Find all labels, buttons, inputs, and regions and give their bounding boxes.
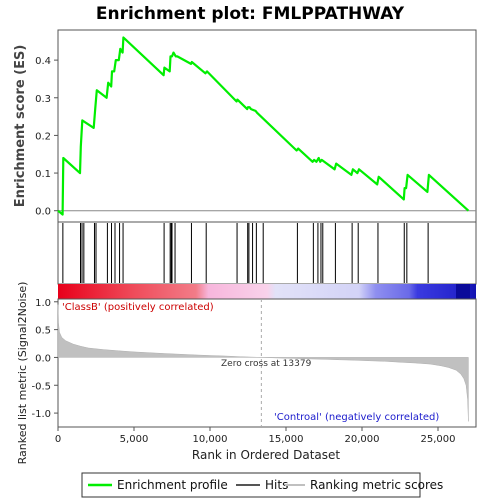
positive-correlation-label: 'ClassB' (positively correlated) [62, 302, 214, 313]
x-tick-label: 25,000 [421, 434, 456, 445]
ranking-y-axis-label: Ranked list metric (Signal2Noise) [16, 282, 29, 465]
es-y-tick-label: 0.4 [35, 56, 51, 67]
x-tick-label: 0 [55, 434, 61, 445]
es-y-tick-label: 0.2 [35, 131, 51, 142]
ranking-heat-bar [58, 284, 476, 299]
x-tick-label: 5,000 [120, 434, 149, 445]
es-y-axis-label: Enrichment score (ES) [13, 45, 28, 208]
chart-title: Enrichment plot: FMLPPATHWAY [96, 4, 405, 24]
x-axis-label: Rank in Ordered Dataset [192, 448, 340, 462]
ranking-x-axis: 0 5,000 10,000 15,000 20,000 25,000 [55, 427, 456, 445]
x-tick-label: 15,000 [269, 434, 304, 445]
ranking-metric-area [57, 304, 469, 422]
ranking-y-tick-label: 0.5 [35, 326, 51, 337]
x-tick-label: 20,000 [345, 434, 380, 445]
negative-correlation-label: 'Controal' (negatively correlated) [274, 412, 439, 423]
ranking-panel-frame [57, 298, 477, 428]
ranking-y-tick-label: -0.5 [31, 381, 51, 392]
enrichment-profile-line [57, 36, 470, 216]
heat-bar-tail [456, 284, 470, 299]
es-y-axis: 0.0 0.1 0.2 0.3 0.4 [35, 56, 58, 218]
hits-marks [62, 223, 429, 283]
es-y-tick-label: 0.3 [35, 94, 51, 105]
legend-hits-label: Hits [265, 478, 288, 492]
zero-cross-label: Zero cross at 13379 [221, 359, 312, 369]
ranking-y-tick-label: 1.0 [35, 298, 51, 309]
es-y-tick-label: 0.0 [35, 207, 51, 218]
legend-ranking-label: Ranking metric scores [310, 478, 443, 492]
hits-panel-frame [57, 221, 477, 285]
ranking-y-tick-label: 0.0 [35, 353, 51, 364]
x-tick-label: 10,000 [193, 434, 228, 445]
ranking-y-axis: 1.0 0.5 0.0 -0.5 -1.0 [31, 298, 58, 420]
es-y-tick-label: 0.1 [35, 169, 51, 180]
legend-enrichment-label: Enrichment profile [117, 478, 228, 492]
es-panel-frame [57, 29, 477, 223]
ranking-y-tick-label: -1.0 [31, 409, 51, 420]
